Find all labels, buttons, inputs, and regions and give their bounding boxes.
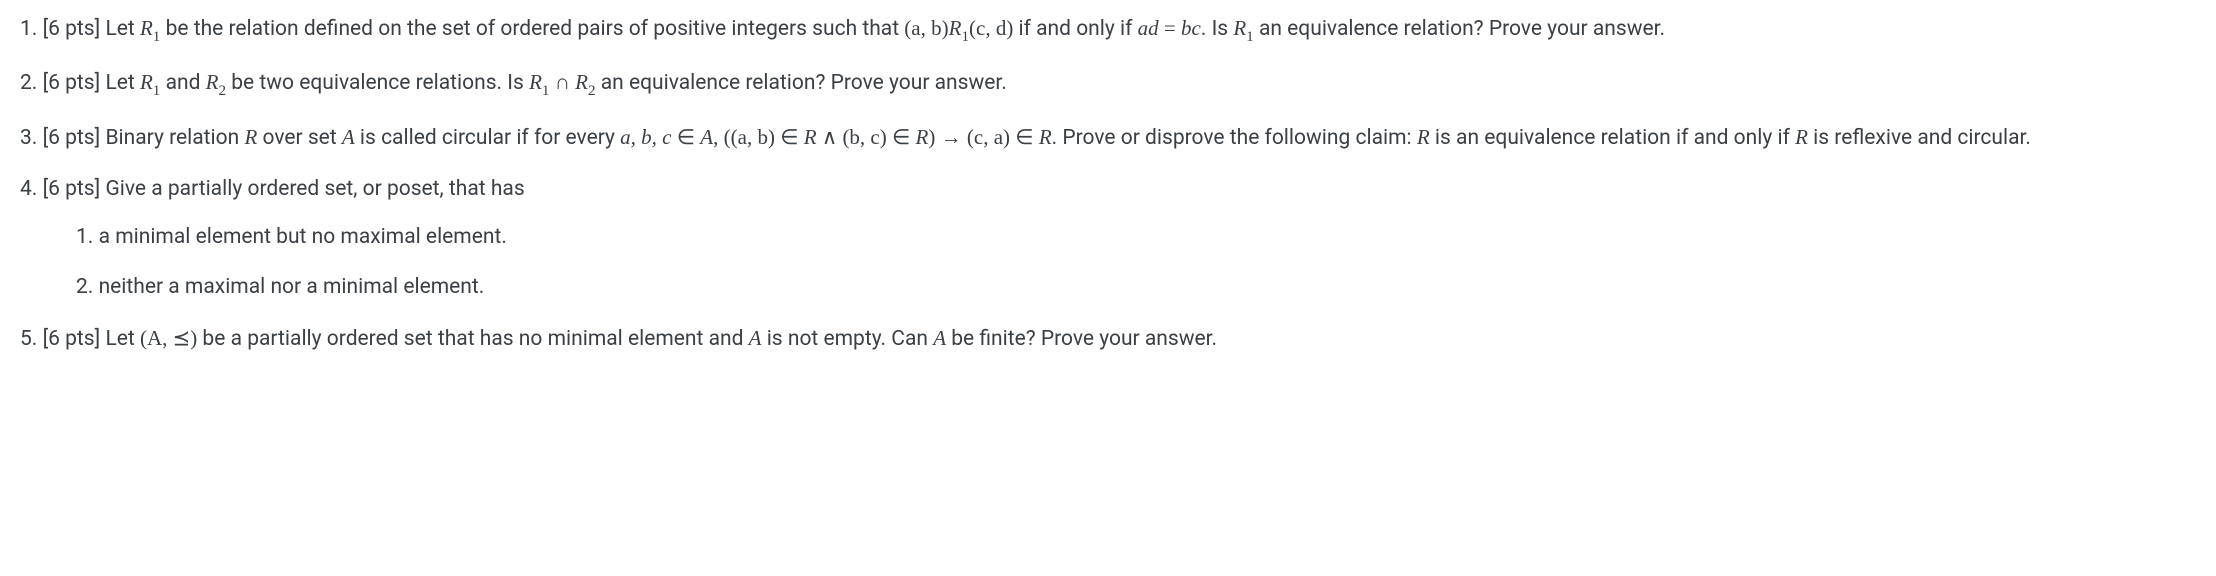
problem-number: 5. bbox=[20, 327, 37, 351]
problem-3-text: 3. [6 pts] Binary relation R over set A … bbox=[20, 121, 2196, 156]
math-pair: (c, a) bbox=[967, 125, 1010, 149]
problem-number: 1. bbox=[20, 17, 37, 41]
math-pair: (a, b) bbox=[904, 16, 948, 40]
problem-4-text: 4. [6 pts] Give a partially ordered set,… bbox=[20, 173, 2196, 207]
math-pair: (b, c) bbox=[842, 125, 886, 149]
problem-3: 3. [6 pts] Binary relation R over set A … bbox=[20, 121, 2196, 156]
sublist-number: 2. bbox=[76, 275, 93, 299]
math-R: R bbox=[1417, 125, 1430, 149]
math-R: R bbox=[1039, 125, 1052, 149]
math-A: A bbox=[700, 125, 713, 149]
math-A: A bbox=[749, 326, 762, 350]
text: Binary relation bbox=[105, 126, 244, 150]
problem-1: 1. [6 pts] Let R1 be the relation define… bbox=[20, 12, 2196, 48]
text: is not empty. Can bbox=[761, 327, 933, 351]
sublist-text: neither a maximal nor a minimal element. bbox=[99, 275, 485, 299]
problem-5-text: 5. [6 pts] Let (A, ⪯) be a partially ord… bbox=[20, 322, 2196, 357]
math-R: R bbox=[1795, 125, 1808, 149]
text: if and only if bbox=[1013, 17, 1137, 41]
math-cap: ∩ bbox=[549, 70, 575, 94]
math-lparen: ( bbox=[724, 125, 731, 149]
math-R1: R bbox=[1233, 16, 1246, 40]
math-sub: 1 bbox=[1246, 29, 1254, 45]
math-A: A bbox=[933, 326, 946, 350]
math-arrow: → bbox=[935, 125, 967, 149]
points-label: [6 pts] bbox=[43, 71, 101, 95]
text: , bbox=[713, 125, 724, 149]
points-label: [6 pts] bbox=[43, 17, 101, 41]
text: be two equivalence relations. Is bbox=[226, 71, 529, 95]
text: is called circular if for every bbox=[355, 126, 620, 150]
math-sub: 1 bbox=[961, 29, 969, 45]
math-sub: 2 bbox=[218, 83, 226, 99]
text: is reflexive and circular. bbox=[1808, 126, 2031, 150]
problem-number: 3. bbox=[20, 126, 37, 150]
sublist-number: 1. bbox=[76, 225, 93, 249]
math-sub: 1 bbox=[153, 29, 161, 45]
problem-number: 4. bbox=[20, 177, 37, 201]
math-and: ∧ bbox=[817, 125, 843, 149]
points-label: [6 pts] bbox=[43, 327, 101, 351]
problem-4-sublist: 1. a minimal element but no maximal elem… bbox=[20, 221, 2196, 304]
problem-2-text: 2. [6 pts] Let R1 and R2 be two equivale… bbox=[20, 66, 2196, 102]
math-pair: (a, b) bbox=[731, 125, 775, 149]
math-poset: (A, ⪯) bbox=[140, 326, 197, 350]
points-label: [6 pts] bbox=[43, 126, 101, 150]
text: Let bbox=[105, 71, 140, 95]
math-R2: R bbox=[575, 70, 588, 94]
math-A: A bbox=[342, 125, 355, 149]
math-R: R bbox=[244, 125, 257, 149]
math-R1: R bbox=[140, 70, 153, 94]
text: be a partially ordered set that has no m… bbox=[197, 327, 748, 351]
points-label: [6 pts] bbox=[43, 177, 101, 201]
math-in: ∈ bbox=[1010, 125, 1039, 149]
math-abc: a, b, c bbox=[620, 125, 671, 149]
text: be the relation defined on the set of or… bbox=[160, 17, 904, 41]
text: and bbox=[160, 71, 205, 95]
math-in: ∈ bbox=[887, 125, 916, 149]
sublist-item-2: 2. neither a maximal nor a minimal eleme… bbox=[76, 271, 2196, 305]
math-in: ∈ bbox=[775, 125, 804, 149]
sublist-text: a minimal element but no maximal element… bbox=[99, 225, 507, 249]
problem-5: 5. [6 pts] Let (A, ⪯) be a partially ord… bbox=[20, 322, 2196, 357]
math-sub: 1 bbox=[153, 83, 161, 99]
math-eq: bc bbox=[1181, 16, 1201, 40]
text: Let bbox=[105, 17, 140, 41]
sublist-item-1: 1. a minimal element but no maximal elem… bbox=[76, 221, 2196, 255]
math-R1: R bbox=[140, 16, 153, 40]
math-R2: R bbox=[206, 70, 219, 94]
math-rel: R bbox=[949, 16, 962, 40]
text: . Is bbox=[1201, 17, 1234, 41]
math-pair: (c, d) bbox=[969, 16, 1013, 40]
math-R1: R bbox=[529, 70, 542, 94]
problem-1-text: 1. [6 pts] Let R1 be the relation define… bbox=[20, 12, 2196, 48]
math-R: R bbox=[804, 125, 817, 149]
text: over set bbox=[257, 126, 342, 150]
text: Give a partially ordered set, or poset, … bbox=[105, 177, 524, 201]
text: . Prove or disprove the following claim: bbox=[1052, 126, 1417, 150]
math-eq-op: = bbox=[1159, 16, 1181, 40]
problem-4: 4. [6 pts] Give a partially ordered set,… bbox=[20, 173, 2196, 304]
math-in: ∈ bbox=[672, 125, 701, 149]
text: an equivalence relation? Prove your answ… bbox=[1254, 17, 1665, 41]
math-sub: 1 bbox=[542, 83, 550, 99]
text: be finite? Prove your answer. bbox=[946, 327, 1217, 351]
text: is an equivalence relation if and only i… bbox=[1430, 126, 1795, 150]
math-R: R bbox=[916, 125, 929, 149]
math-eq: ad bbox=[1138, 16, 1159, 40]
text: Let bbox=[105, 327, 140, 351]
problem-number: 2. bbox=[20, 71, 37, 95]
text: an equivalence relation? Prove your answ… bbox=[596, 71, 1007, 95]
problem-2: 2. [6 pts] Let R1 and R2 be two equivale… bbox=[20, 66, 2196, 102]
math-sub: 2 bbox=[588, 83, 596, 99]
